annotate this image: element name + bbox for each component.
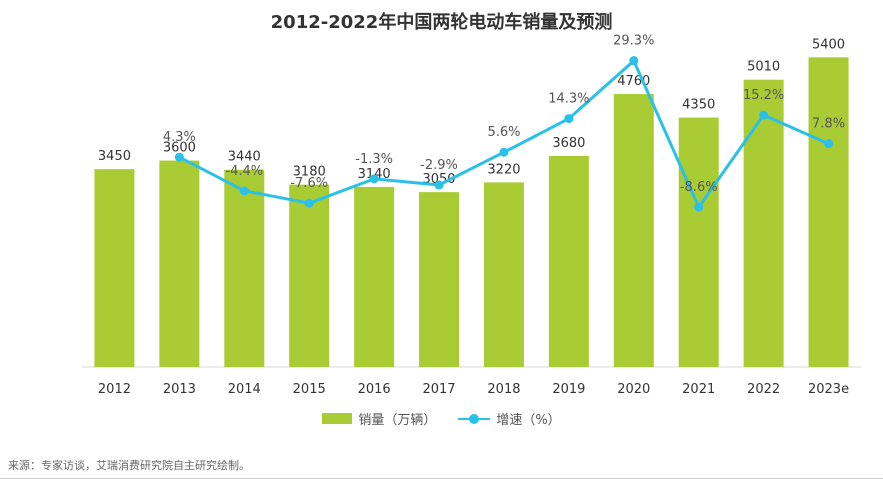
- legend-item-growth: 增速（%）: [458, 409, 561, 428]
- growth-point-2020: [629, 56, 639, 66]
- growth-label-2017: -2.9%: [420, 158, 458, 173]
- bar-label-2021: 4350: [682, 98, 715, 113]
- bar-labels-layer: 3450360034403180314030503220368047604350…: [98, 37, 845, 187]
- growth-point-2019: [564, 114, 574, 124]
- x-tick-2013: 2013: [163, 382, 196, 397]
- growth-label-2016: -1.3%: [355, 152, 393, 167]
- x-tick-2012: 2012: [98, 382, 131, 397]
- growth-point-2023e: [824, 139, 834, 149]
- x-tick-2020: 2020: [617, 382, 650, 397]
- bar-2022: [743, 79, 784, 367]
- bar-label-2019: 3680: [552, 136, 585, 151]
- growth-point-2018: [499, 147, 509, 157]
- x-tick-2019: 2019: [552, 382, 585, 397]
- bar-label-2014: 3440: [228, 150, 261, 165]
- growth-label-2013: 4.3%: [163, 130, 196, 145]
- growth-point-2015: [304, 198, 314, 208]
- x-tick-2021: 2021: [682, 382, 715, 397]
- x-tick-2014: 2014: [228, 382, 261, 397]
- x-tick-2017: 2017: [422, 382, 455, 397]
- growth-point-2022: [759, 110, 769, 120]
- growth-label-2020: 29.3%: [613, 34, 654, 49]
- bar-2015: [289, 184, 330, 367]
- chart-title: 2012-2022年中国两轮电动车销量及预测: [270, 12, 613, 33]
- chart-legend: 销量（万辆） 增速（%）: [0, 409, 883, 428]
- x-tick-2018: 2018: [487, 382, 520, 397]
- growth-label-2019: 14.3%: [548, 92, 589, 107]
- x-tick-2023e: 2023e: [808, 382, 849, 397]
- bar-label-2013: 3600: [163, 141, 196, 156]
- legend-item-sales: 销量（万辆）: [322, 409, 436, 428]
- growth-label-2015: -7.6%: [290, 176, 328, 191]
- x-tick-2015: 2015: [293, 382, 326, 397]
- bar-2013: [159, 160, 200, 367]
- bar-2018: [483, 182, 524, 367]
- x-tick-2022: 2022: [747, 382, 780, 397]
- bottom-divider: [0, 478, 883, 479]
- legend-label-sales: 销量（万辆）: [358, 413, 437, 428]
- growth-point-2013: [174, 152, 184, 162]
- source-note: 来源：专家访谈，艾瑞消费研究院自主研究绘制。: [8, 459, 250, 472]
- bar-2020: [613, 94, 654, 367]
- bar-2016: [354, 186, 395, 367]
- growth-points-layer: [174, 56, 834, 212]
- legend-label-growth: 增速（%）: [496, 413, 561, 428]
- bar-2017: [419, 192, 460, 367]
- growth-label-2018: 5.6%: [487, 125, 520, 140]
- legend-line-swatch: [458, 413, 491, 425]
- bar-2021: [678, 117, 719, 367]
- x-tick-labels: 2012 2013 2014 2015 2016 2017 2018 2019 2020 2021…: [98, 382, 849, 397]
- growth-point-2017: [434, 180, 444, 190]
- bar-label-2022: 5010: [747, 60, 780, 75]
- growth-label-2021: -8.6%: [680, 180, 718, 195]
- bar-label-2023e: 5400: [812, 37, 845, 52]
- bar-label-2012: 3450: [98, 149, 131, 164]
- bar-2014: [224, 169, 265, 367]
- bar-label-2015: 3180: [293, 165, 326, 180]
- growth-label-2022: 15.2%: [743, 88, 784, 103]
- growth-point-2014: [239, 186, 249, 196]
- growth-point-2021: [694, 202, 704, 212]
- bars-layer: [94, 57, 849, 367]
- bar-2012: [94, 169, 135, 367]
- growth-point-2016: [369, 174, 379, 184]
- legend-bar-swatch: [322, 413, 353, 424]
- growth-label-2023e: 7.8%: [812, 117, 845, 132]
- x-tick-2016: 2016: [358, 382, 391, 397]
- bar-label-2018: 3220: [487, 162, 520, 177]
- bar-2019: [548, 155, 589, 367]
- bar-2023e: [808, 57, 849, 367]
- growth-labels-layer: 4.3% -4.4% -7.6% -1.3% -2.9% 5.6% 14.3% 29.3% -8…: [163, 34, 845, 195]
- growth-label-2014: -4.4%: [225, 164, 263, 179]
